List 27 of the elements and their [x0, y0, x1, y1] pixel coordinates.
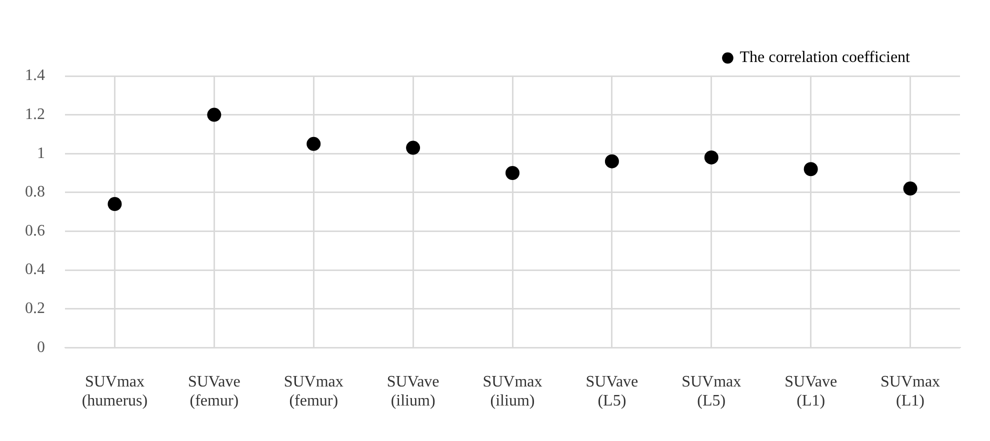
x-tick-label: SUVmax (ilium) — [482, 373, 542, 410]
point — [804, 162, 818, 176]
point — [604, 154, 619, 168]
y-tick-label: 0 — [37, 338, 45, 356]
legend-label: The correlation coefficient — [740, 49, 911, 66]
point — [704, 150, 718, 164]
point — [506, 166, 520, 180]
x-tick-label: SUVave (L5) — [586, 373, 638, 410]
point — [903, 182, 918, 196]
x-tick-label: SUVmax (L5) — [682, 373, 742, 410]
y-tick-label: 0.4 — [25, 261, 45, 278]
x-tick-label: SUVave (femur) — [188, 373, 240, 410]
y-tick-label: 1.4 — [25, 67, 45, 84]
x-tick-label: SUVave (L1) — [784, 373, 838, 410]
y-tick-label: 0.2 — [25, 300, 45, 318]
x-tick-label: SUVmax (humerus) — [82, 373, 148, 410]
y-tick-label: 0.6 — [25, 222, 45, 240]
x-tick-label: SUVmax (L1) — [880, 373, 940, 410]
y-tick-label: 1.2 — [25, 106, 45, 124]
x-tick-label: SUVmax (femur) — [284, 373, 344, 410]
point — [406, 140, 420, 155]
point — [306, 136, 321, 151]
point — [108, 197, 122, 212]
y-tick-label: 1 — [37, 144, 45, 162]
point — [207, 108, 222, 122]
y-tick-label: 0.8 — [25, 184, 45, 201]
x-tick-label: SUVave (ilium) — [386, 373, 440, 410]
